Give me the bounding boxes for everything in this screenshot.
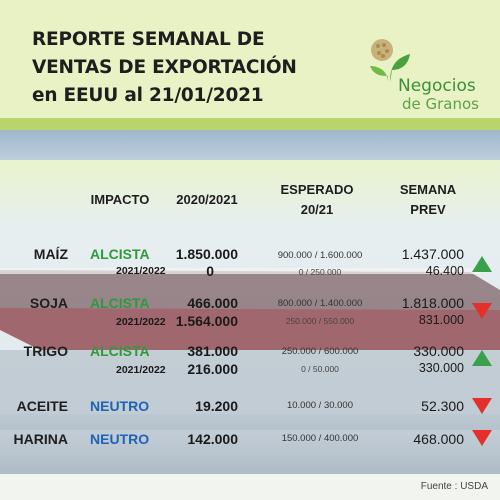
row-maiz-sub-year: 2021/2022 xyxy=(116,265,166,277)
row-soja-prev-sub: 831.000 xyxy=(418,313,464,327)
row-maiz-prev-sub: 46.400 xyxy=(425,264,464,278)
row-harina-arrow-down-icon xyxy=(472,430,492,446)
row-maiz-prev: 1.437.000 xyxy=(401,246,464,262)
column-header-esperado: ESPERADO 20/21 xyxy=(272,180,362,220)
row-soja-arrow-down-icon xyxy=(472,303,492,319)
row-trigo-value: 381.000 xyxy=(187,343,238,359)
row-soja-expected-sub: 250.000 / 550.000 xyxy=(285,316,355,326)
source-note: Fuente : USDA xyxy=(420,481,488,492)
column-header-semana-prev: SEMANA PREV xyxy=(390,180,466,220)
row-soja-impact: ALCISTA xyxy=(90,295,150,311)
table-background xyxy=(0,160,500,474)
row-harina-impact: NEUTRO xyxy=(90,431,150,447)
row-maiz-expected-sub: 0 / 250.000 xyxy=(298,267,342,277)
footer-bar xyxy=(0,474,500,500)
row-aceite-impact: NEUTRO xyxy=(90,398,150,414)
column-header-esperado-line1: ESPERADO xyxy=(280,182,354,197)
row-harina-product: HARINA xyxy=(13,431,68,447)
row-maiz-sub-value: 0 xyxy=(206,263,214,279)
row-soja-expected: 800.000 / 1.400.000 xyxy=(277,298,363,309)
row-soja-sub-value: 1.564.000 xyxy=(175,313,238,329)
row-trigo-arrow-up-icon xyxy=(472,350,492,366)
sea-background xyxy=(0,414,500,474)
row-harina-expected: 150.000 / 400.000 xyxy=(281,433,359,444)
column-header-semana-line1: SEMANA xyxy=(399,182,457,197)
row-harina-prev: 468.000 xyxy=(413,431,464,447)
row-soja-prev: 1.818.000 xyxy=(401,295,464,311)
column-header-esperado-line2: 20/21 xyxy=(300,202,334,217)
row-maiz-arrow-up-icon xyxy=(472,256,492,272)
row-trigo-sub-value: 216.000 xyxy=(187,361,238,377)
row-soja-value: 466.000 xyxy=(187,295,238,311)
row-aceite-product: ACEITE xyxy=(16,398,68,414)
divider-band xyxy=(0,118,500,130)
logo-text-de-granos: de Granos xyxy=(402,95,479,113)
report-title: REPORTE SEMANAL DE VENTAS DE EXPORTACIÓN… xyxy=(32,29,297,106)
row-maiz-value: 1.850.000 xyxy=(175,246,238,262)
column-header-impacto: IMPACTO xyxy=(90,192,150,207)
row-aceite-expected: 10.000 / 30.000 xyxy=(286,400,354,411)
row-aceite-prev: 52.300 xyxy=(421,398,464,414)
row-maiz-impact: ALCISTA xyxy=(90,246,150,262)
negocios-de-granos-logo: Negocios de Granos xyxy=(362,36,492,113)
row-soja-product: SOJA xyxy=(29,295,68,311)
row-soja-sub-year: 2021/2022 xyxy=(116,316,166,328)
row-trigo-product: TRIGO xyxy=(23,343,68,359)
row-maiz-expected: 900.000 / 1.600.000 xyxy=(277,250,363,261)
row-trigo-expected-sub: 0 / 50.000 xyxy=(301,364,339,374)
row-trigo-expected: 250.000 / 600.000 xyxy=(281,346,359,357)
column-header-semana-line2: PREV xyxy=(410,202,446,217)
column-header-year: 2020/2021 xyxy=(176,192,238,207)
row-trigo-prev: 330.000 xyxy=(413,343,464,359)
header-banner xyxy=(0,0,500,122)
row-trigo-prev-sub: 330.000 xyxy=(418,361,464,375)
row-aceite-value: 19.200 xyxy=(195,398,238,414)
grain-leaf-icon xyxy=(370,39,410,82)
row-aceite-arrow-down-icon xyxy=(472,398,492,414)
logo-text-negocios: Negocios xyxy=(398,76,476,96)
row-harina-value: 142.000 xyxy=(187,431,238,447)
row-trigo-sub-year: 2021/2022 xyxy=(116,364,166,376)
row-maiz-product: MAÍZ xyxy=(33,246,68,262)
row-trigo-impact: ALCISTA xyxy=(90,343,150,359)
